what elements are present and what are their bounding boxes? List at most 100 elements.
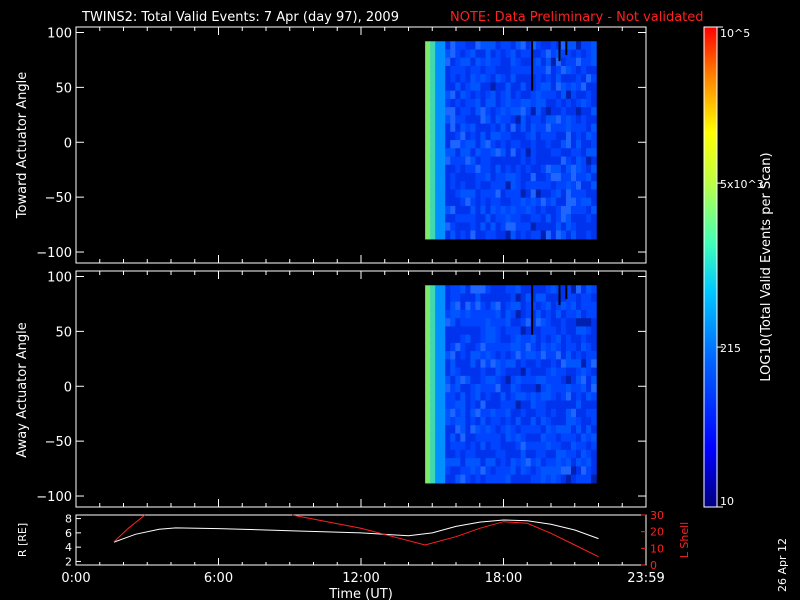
- heatmap-cell: [465, 205, 471, 215]
- heatmap-cell: [440, 425, 446, 435]
- heatmap-cell: [490, 222, 497, 232]
- heatmap-cell: [510, 57, 517, 67]
- heatmap-cell: [505, 375, 512, 385]
- heatmap-cell: [475, 375, 482, 385]
- heatmap-cell: [540, 474, 547, 484]
- heatmap-cell: [576, 433, 582, 443]
- heatmap-cell: [570, 309, 577, 319]
- heatmap-cell: [576, 205, 582, 215]
- heatmap-cell: [425, 57, 431, 67]
- heatmap-cell: [565, 474, 572, 484]
- heatmap-cell: [576, 57, 582, 67]
- heatmap-cell: [520, 181, 527, 191]
- heatmap-cell: [460, 214, 466, 223]
- heatmap-cell: [455, 359, 461, 369]
- heatmap-cell: [480, 416, 487, 426]
- heatmap-cell: [550, 222, 557, 232]
- heatmap-cell: [560, 205, 567, 215]
- heatmap-cell: [535, 400, 542, 410]
- heatmap-cell: [525, 474, 532, 484]
- heatmap-cell: [455, 131, 461, 141]
- heatmap-cell: [530, 131, 537, 141]
- heatmap-cell: [445, 458, 451, 467]
- heatmap-cell: [490, 57, 497, 67]
- heatmap-cell: [530, 293, 537, 303]
- heatmap-cell: [550, 41, 557, 51]
- heatmap-cell: [445, 74, 451, 84]
- heatmap-cell: [440, 41, 446, 51]
- heatmap-cell: [560, 140, 567, 149]
- heatmap-cell: [570, 131, 577, 141]
- heatmap-cell: [425, 222, 431, 232]
- heatmap-cell: [440, 285, 446, 295]
- heatmap-cell: [581, 285, 587, 295]
- heatmap-cell: [565, 98, 572, 108]
- heatmap-cell: [430, 57, 436, 67]
- heatmap-cell: [560, 326, 567, 336]
- heatmap-cell: [550, 367, 557, 377]
- heatmap-cell: [425, 342, 431, 352]
- heatmap-cell: [505, 123, 512, 133]
- heatmap-cell: [445, 359, 451, 369]
- heatmap-cell: [570, 342, 577, 352]
- heatmap-cell: [560, 222, 567, 232]
- heatmap-cell: [445, 441, 451, 451]
- heatmap-cell: [565, 214, 572, 223]
- heatmap-cell: [530, 408, 537, 418]
- heatmap-cell: [515, 189, 522, 199]
- heatmap-cell: [560, 449, 567, 459]
- heatmap-cell: [560, 293, 567, 303]
- heatmap-cell: [550, 230, 557, 240]
- heatmap-cell: [560, 384, 567, 393]
- heatmap-cell: [576, 230, 582, 240]
- heatmap-cell: [540, 189, 547, 199]
- colorbar-label: LOG10(Total Valid Events per Scan): [759, 152, 774, 381]
- heatmap-cell: [581, 309, 587, 319]
- heatmap-cell: [475, 342, 482, 352]
- heatmap-cell: [560, 458, 567, 467]
- heatmap-cell: [520, 74, 527, 84]
- heatmap-cell: [510, 293, 517, 303]
- heatmap-cell: [455, 90, 461, 100]
- heatmap-cell: [586, 107, 592, 116]
- heatmap-cell: [570, 359, 577, 369]
- heatmap-cell: [465, 172, 471, 182]
- heatmap-cell: [510, 367, 517, 377]
- heatmap-cell: [495, 222, 502, 232]
- heatmap-cell: [520, 189, 527, 199]
- heatmap-cell: [505, 90, 512, 100]
- heatmap-cell: [550, 98, 557, 108]
- heatmap-cell: [480, 65, 487, 75]
- heatmap-cell: [586, 98, 592, 108]
- heatmap-cell: [550, 285, 557, 295]
- heatmap-cell: [520, 123, 527, 133]
- heatmap-cell: [495, 107, 502, 116]
- heatmap-cell: [515, 98, 522, 108]
- heatmap-cell: [545, 107, 552, 116]
- heatmap-cell: [530, 458, 537, 467]
- heatmap-cell: [586, 41, 592, 51]
- heatmap-cell: [520, 115, 527, 125]
- heatmap-cell: [535, 107, 542, 116]
- heatmap-cell: [505, 205, 512, 215]
- heatmap-cell: [490, 326, 497, 336]
- heatmap-cell: [475, 359, 482, 369]
- heatmap-cell: [525, 367, 532, 377]
- heatmap-cell: [445, 148, 451, 158]
- heatmap-cell: [475, 131, 482, 141]
- y-tick-label: 0: [64, 136, 72, 151]
- heatmap-cell: [560, 123, 567, 133]
- heatmap-cell: [430, 458, 436, 467]
- heatmap-cell: [505, 351, 512, 360]
- heatmap-cell: [510, 214, 517, 223]
- heatmap-cell: [465, 57, 471, 67]
- heatmap-cell: [510, 90, 517, 100]
- heatmap-cell: [591, 41, 597, 51]
- heatmap-cell: [495, 449, 502, 459]
- heatmap-cell: [515, 148, 522, 158]
- heatmap-cell: [430, 334, 436, 344]
- heatmap-cell: [530, 400, 537, 410]
